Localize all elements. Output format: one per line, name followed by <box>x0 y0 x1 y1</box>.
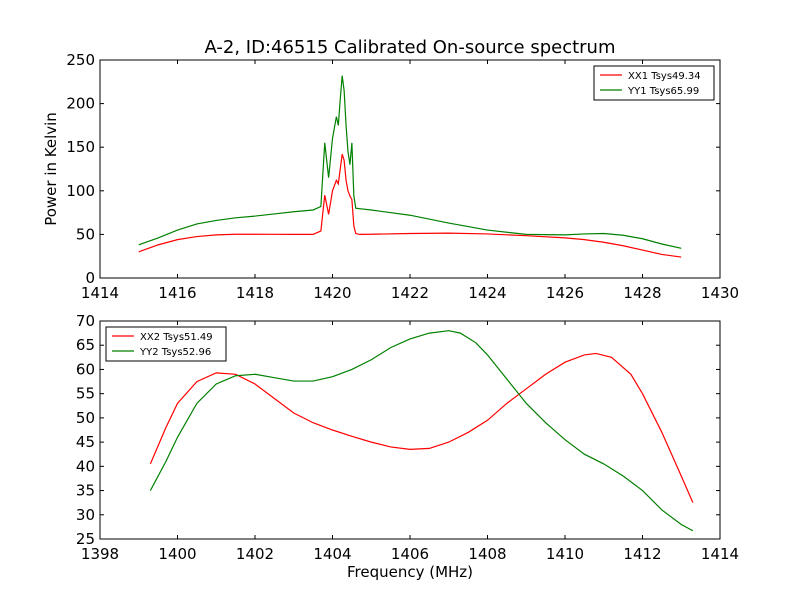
bottom-panel: 1398 1400 1402 1404 1406 1408 1410 1412 1414 25 30… <box>76 312 739 581</box>
y-tick-label: 250 <box>66 51 95 69</box>
x-tick-label: 1404 <box>313 545 351 563</box>
y-tick-label: 60 <box>76 360 95 378</box>
x-tick-label: 1418 <box>236 284 274 302</box>
legend-box <box>105 326 227 362</box>
legend-entry: XX1 Tsys49.34 <box>628 71 701 82</box>
chart-title: A-2, ID:46515 Calibrated On-source spect… <box>204 37 615 58</box>
x-tick-label: 1428 <box>623 284 661 302</box>
y-tick-label: 200 <box>66 95 95 113</box>
x-tick-label: 1414 <box>81 284 119 302</box>
x-tick-label: 1398 <box>81 545 119 563</box>
y-tick-label: 25 <box>76 530 95 548</box>
x-tick-label: 1416 <box>158 284 196 302</box>
y-tick-label: 40 <box>76 457 95 475</box>
legend-entry: XX2 Tsys51.49 <box>140 332 213 343</box>
series-line-xx1 <box>138 153 682 258</box>
y-tick-label: 70 <box>76 312 95 330</box>
x-tick-label: 1420 <box>313 284 351 302</box>
x-tick-label: 1402 <box>236 545 274 563</box>
x-axis-label: Frequency (MHz) <box>347 563 473 581</box>
y-tick-label: 65 <box>76 336 95 354</box>
legend-entry: YY1 Tsys65.99 <box>627 86 699 97</box>
x-tick-label: 1426 <box>546 284 584 302</box>
x-tick-label: 1400 <box>158 545 196 563</box>
series-line-xx2 <box>149 352 694 503</box>
top-panel: 1414 1416 1418 1420 1422 1424 1426 1428 1430 0 50 1… <box>42 51 739 302</box>
x-tick-label: 1430 <box>701 284 739 302</box>
y-tick-label: 50 <box>76 225 95 243</box>
y-tick-label: 45 <box>76 433 95 451</box>
x-tick-label: 1410 <box>546 545 584 563</box>
y-tick-label: 35 <box>76 482 95 500</box>
x-tick-label: 1408 <box>468 545 506 563</box>
x-tick-label: 1406 <box>391 545 429 563</box>
series-line-yy1 <box>138 75 682 249</box>
y-tick-label: 0 <box>85 269 95 287</box>
x-tick-label: 1412 <box>623 545 661 563</box>
y-tick-label: 100 <box>66 182 95 200</box>
y-axis-label: Power in Kelvin <box>42 112 60 226</box>
legend-box <box>593 65 715 101</box>
x-tick-label: 1424 <box>468 284 506 302</box>
y-tick-label: 50 <box>76 409 95 427</box>
x-tick-label: 1414 <box>701 545 739 563</box>
legend: XX2 Tsys51.49 YY2 Tsys52.96 <box>105 326 227 362</box>
legend: XX1 Tsys49.34 YY1 Tsys65.99 <box>593 65 715 101</box>
legend-entry: YY2 Tsys52.96 <box>139 347 211 358</box>
x-tick-label: 1422 <box>391 284 429 302</box>
y-tick-label: 30 <box>76 506 95 524</box>
y-tick-label: 55 <box>76 385 95 403</box>
y-tick-label: 150 <box>66 138 95 156</box>
series-line-yy2 <box>149 330 694 532</box>
